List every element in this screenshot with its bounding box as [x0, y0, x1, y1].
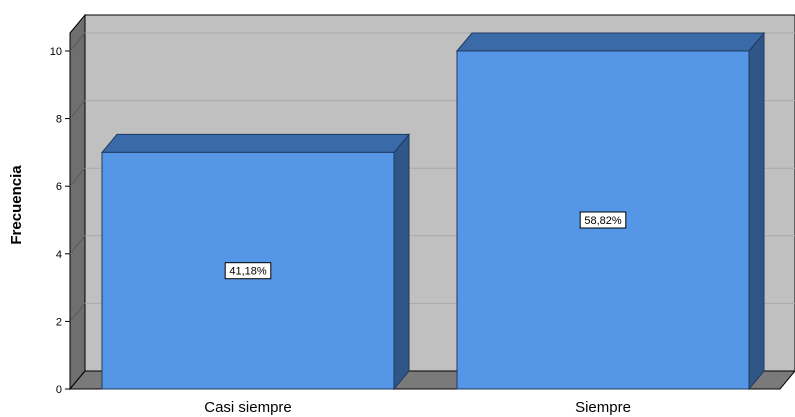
y-tick-label: 0 — [56, 384, 62, 396]
gridline-depth — [69, 167, 86, 187]
bar-side — [748, 31, 765, 391]
gridline-depth — [69, 235, 86, 255]
gridline-depth — [69, 32, 86, 52]
gridline-depth — [69, 100, 86, 119]
x-category-label: Siempre — [575, 399, 631, 416]
y-tick-label: 2 — [56, 316, 62, 328]
y-tick-label: 8 — [56, 114, 62, 126]
bar-side — [393, 133, 410, 391]
y-axis-ticks: 0 2 4 6 8 10 — [50, 46, 70, 396]
bar-top — [455, 32, 766, 52]
gridline-depth — [69, 303, 86, 322]
data-label-box — [579, 211, 627, 229]
y-tick-label: 6 — [56, 181, 62, 193]
y-tick-label: 4 — [56, 249, 62, 261]
bar-top — [100, 133, 411, 153]
x-axis-labels: Casi siempre Siempre — [204, 399, 631, 416]
plot-left-wall — [69, 13, 86, 391]
x-category-label: Casi siempre — [204, 399, 292, 416]
y-tick-label: 10 — [50, 46, 62, 58]
y-axis-title: Frecuencia — [8, 165, 25, 245]
data-label-box — [224, 262, 272, 280]
data-label: 41,18% — [229, 266, 267, 278]
data-label: 58,82% — [584, 215, 622, 227]
bars: 41,18% 58,82% — [100, 31, 766, 391]
